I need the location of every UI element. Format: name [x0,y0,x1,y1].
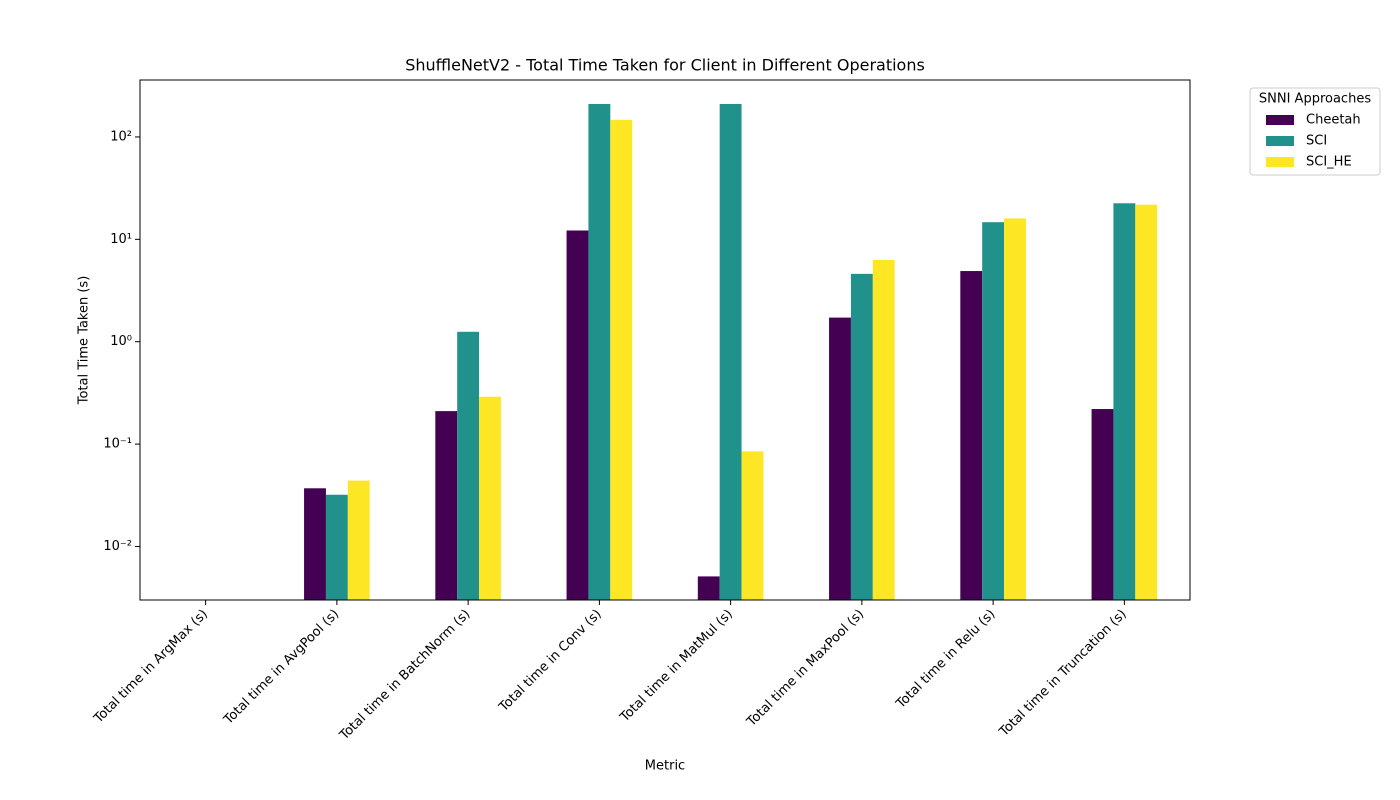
x-tick-label: Total time in MaxPool (s) [744,607,868,731]
bar [610,119,633,601]
bar [850,273,873,600]
x-tick-label: Total time in Truncation (s) [996,607,1130,741]
legend-swatch [1266,157,1294,167]
bar [1004,218,1026,600]
x-tick-label: Total time in MatMul (s) [617,607,736,726]
bar [1135,204,1158,600]
bar [588,103,611,600]
y-tick-label: 10⁻² [103,539,132,554]
bar [347,480,370,600]
bar [741,451,764,600]
bar [304,488,326,600]
y-axis-label: Total Time Taken (s) [77,276,92,406]
x-tick-label: Total time in Relu (s) [893,607,999,713]
x-tick-label: Total time in ArgMax (s) [91,607,211,727]
bar [435,411,458,600]
bar [872,259,895,600]
bar [479,396,501,600]
plot-frame [139,79,1191,601]
bar [1091,409,1114,600]
legend-label: SCI [1306,134,1327,149]
x-axis-label: Metric [645,759,685,774]
bar [457,331,480,600]
legend-swatch [1266,115,1294,125]
legend-title: SNNI Approaches [1259,92,1371,107]
bar [325,494,348,600]
y-tick-label: 10¹ [110,232,132,247]
legend-label: Cheetah [1306,113,1361,128]
bar [1113,203,1136,600]
bar [982,222,1005,600]
legend-box [1249,87,1381,176]
bar [829,317,851,600]
chart-title: ShuffleNetV2 - Total Time Taken for Clie… [405,56,925,75]
y-tick-label: 10² [110,129,132,144]
bar [697,576,720,600]
bar [566,230,589,600]
x-tick-label: Total time in Conv (s) [496,607,605,716]
bar [960,271,983,600]
x-tick-label: Total time in AvgPool (s) [221,607,343,729]
y-tick-label: 10⁻¹ [103,437,132,452]
bar [719,103,742,600]
y-tick-label: 10⁰ [110,334,132,349]
legend-label: SCI_HE [1306,155,1352,170]
legend-swatch [1266,136,1294,146]
x-tick-label: Total time in BatchNorm (s) [336,607,473,744]
